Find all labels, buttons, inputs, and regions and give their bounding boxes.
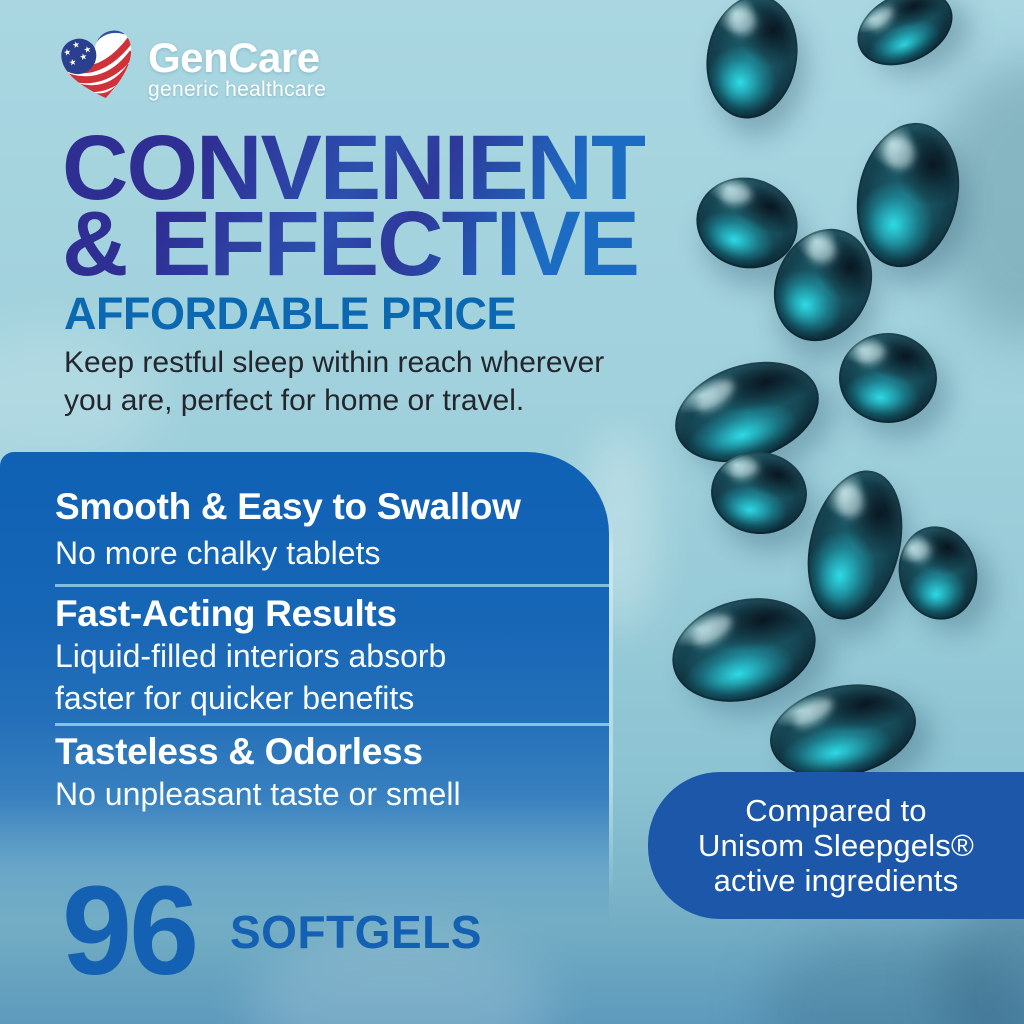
intro-line1: Keep restful sleep within reach wherever (64, 346, 605, 379)
headline-line2: & EFFECTIVE (62, 193, 639, 295)
softgel-count-unit: SOFTGELS (230, 906, 482, 958)
intro-line2: you are, perfect for home or travel. (64, 384, 525, 417)
softgel-capsule (792, 460, 918, 630)
softgel-count: 96 (62, 860, 199, 1001)
brand-text: GenCare generic healthcare (148, 34, 327, 102)
svg-text:★: ★ (83, 45, 93, 56)
svg-text:★: ★ (68, 57, 78, 68)
softgel-capsule (890, 518, 986, 628)
benefit-title: Smooth & Easy to Swallow (55, 486, 521, 527)
svg-text:★: ★ (79, 52, 89, 63)
benefit-description: Liquid-filled interiors absorb faster fo… (55, 638, 447, 716)
brand-tagline: generic healthcare (148, 78, 327, 101)
softgel-capsule (845, 0, 965, 80)
comparison-line2: Unisom Sleepgels® (697, 828, 975, 863)
panel-edge-highlight (609, 520, 613, 895)
headline: CONVENIENT & EFFECTIVE (62, 130, 645, 282)
benefit-description: No unpleasant taste or smell (55, 776, 461, 812)
brand-logo: ★ ★ ★ ★ ★ GenCare generic healthcare (60, 30, 326, 102)
softgel-capsule (696, 0, 808, 126)
divider (55, 723, 609, 726)
benefit-title: Tasteless & Odorless (55, 731, 423, 772)
intro-copy: Keep restful sleep within reach wherever… (64, 344, 604, 420)
flag-heart-icon: ★ ★ ★ ★ ★ (60, 30, 138, 102)
benefit-description: No more chalky tablets (55, 535, 381, 571)
brand-name: GenCare (148, 34, 320, 81)
svg-text:★: ★ (71, 40, 81, 51)
svg-text:★: ★ (63, 47, 73, 58)
divider (55, 584, 609, 587)
comparison-line1: Compared to (745, 793, 927, 828)
subheadline: AFFORDABLE PRICE (64, 288, 517, 339)
benefits-panel: Smooth & Easy to Swallow No more chalky … (0, 452, 609, 930)
benefit-title: Fast-Acting Results (55, 593, 397, 634)
softgel-capsule (839, 333, 937, 423)
comparison-line3: active ingredients (713, 863, 959, 898)
comparison-box: Compared to Unisom Sleepgels® active ing… (648, 772, 1024, 919)
